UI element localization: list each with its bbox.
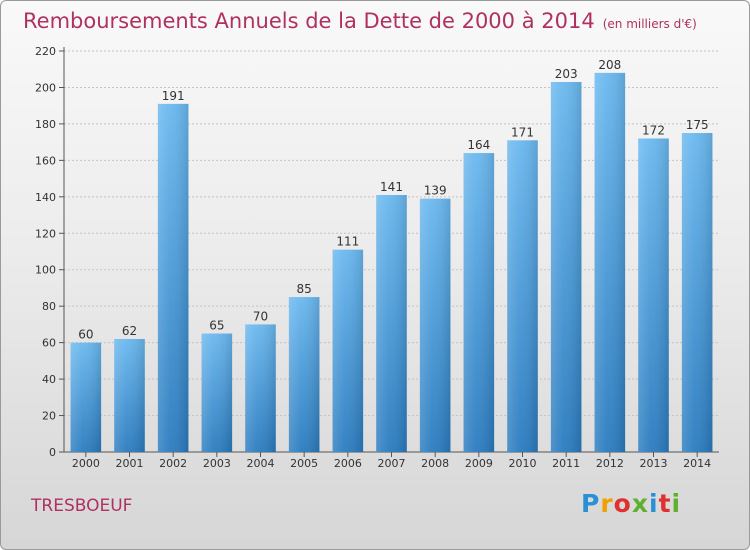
bar-shine: [201, 333, 233, 452]
bar-shine: [594, 72, 626, 452]
x-tick-label: 2012: [596, 457, 624, 470]
data-label: 191: [162, 89, 185, 103]
y-tick-label: 220: [35, 45, 56, 58]
bar-shine: [550, 81, 582, 453]
x-tick-label: 2009: [465, 457, 493, 470]
proxiti-logo: Proxiti: [581, 489, 681, 518]
x-tick-labels: 2000 2001 2002 2003 2004 2005 2006 2007 2008 2009…: [72, 457, 711, 470]
y-tick-labels: 0 20 40 60 80 100 120 140 160 180 200 220: [35, 45, 56, 459]
bar-shine: [463, 153, 495, 452]
data-label: 208: [598, 58, 621, 72]
x-tick-label: 2004: [247, 457, 275, 470]
x-tick-label: 2001: [116, 457, 144, 470]
data-label: 164: [467, 138, 490, 152]
y-tick-label: 200: [35, 81, 56, 94]
y-tick-label: 100: [35, 264, 56, 277]
y-tick-label: 140: [35, 191, 56, 204]
y-tick-label: 80: [42, 300, 56, 313]
data-label: 139: [424, 184, 447, 198]
logo-letter: i: [649, 489, 659, 518]
bar-shine: [638, 138, 669, 452]
bar-shine: [681, 133, 713, 453]
bar-shine: [288, 297, 320, 452]
data-label: 172: [642, 123, 665, 137]
x-tick-label: 2010: [509, 457, 537, 470]
x-tick-label: 2005: [290, 457, 318, 470]
x-tick-label: 2000: [72, 457, 100, 470]
logo-letter: x: [631, 489, 649, 518]
commune-name: TRESBOEUF: [31, 496, 133, 516]
x-tick-label: 2011: [552, 457, 580, 470]
y-tick-label: 160: [35, 154, 56, 167]
data-label: 175: [686, 118, 709, 132]
x-tick-label: 2013: [640, 457, 668, 470]
bar-shine: [507, 140, 538, 452]
bar-shine: [157, 103, 189, 452]
y-tick-label: 20: [42, 410, 56, 423]
bar-shine: [114, 338, 145, 452]
y-tick-label: 120: [35, 227, 56, 240]
bar-shine: [376, 194, 407, 452]
x-tick-label: 2006: [334, 457, 362, 470]
data-labels: 60 62 191 65 70 85 111 141 139 164 171 203 208 172 175: [78, 58, 708, 342]
logo-letter: t: [658, 489, 672, 518]
y-tick-label: 40: [42, 373, 56, 386]
unit-label: (en milliers d'€): [602, 17, 697, 31]
bar-shine: [419, 198, 451, 452]
data-label: 171: [511, 125, 534, 139]
y-tick-label: 180: [35, 118, 56, 131]
x-tick-label: 2007: [378, 457, 406, 470]
data-label: 203: [555, 67, 578, 81]
data-label: 62: [122, 324, 137, 338]
data-label: 65: [209, 319, 224, 333]
bar-shine: [332, 249, 364, 452]
data-label: 111: [336, 235, 359, 249]
logo-letter: P: [581, 489, 601, 518]
logo-letter: r: [600, 489, 614, 518]
bars: [70, 72, 713, 453]
x-tick-label: 2003: [203, 457, 231, 470]
chart-title: Remboursements Annuels de la Dette de 20…: [23, 9, 697, 33]
bar-shine: [245, 324, 276, 452]
y-tick-label: 60: [42, 337, 56, 350]
x-tick-label: 2014: [683, 457, 711, 470]
logo-letter: o: [613, 489, 632, 518]
data-label: 70: [253, 309, 268, 323]
y-tick-label: 0: [49, 446, 56, 459]
logo-letter: i: [671, 489, 682, 518]
x-tick-label: 2008: [421, 457, 449, 470]
title-text: Remboursements Annuels de la Dette de 20…: [23, 9, 595, 33]
data-label: 85: [297, 282, 312, 296]
bar-shine: [70, 342, 102, 452]
data-label: 60: [78, 328, 93, 342]
data-label: 141: [380, 180, 403, 194]
x-tick-label: 2002: [159, 457, 187, 470]
